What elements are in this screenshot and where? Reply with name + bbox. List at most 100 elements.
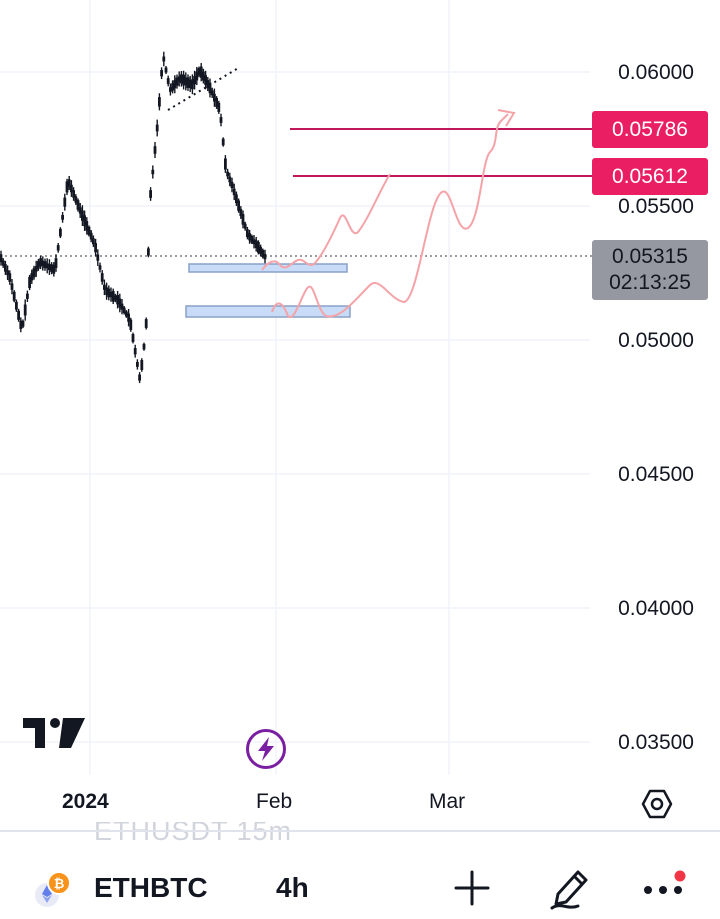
candle-body — [212, 93, 216, 102]
candle-body — [98, 265, 102, 270]
candle-body — [69, 184, 73, 193]
candle-body — [87, 226, 91, 236]
eth-btc-pair-icon[interactable]: ₿ — [32, 870, 72, 910]
candle-body — [133, 348, 137, 355]
candle-body — [131, 334, 135, 342]
candle-body — [173, 80, 177, 89]
price-axis-label: 0.04500 — [618, 463, 694, 486]
candle-body — [17, 310, 20, 320]
candle-body — [59, 228, 62, 237]
candle-body — [10, 283, 14, 290]
candle-body — [96, 254, 100, 261]
candle-body — [80, 210, 84, 221]
candle-body — [1, 260, 5, 266]
candle-body — [250, 235, 254, 243]
candle-body — [171, 83, 174, 91]
candle-body — [34, 266, 38, 272]
time-axis-label: 2024 — [62, 790, 109, 813]
candle-body — [102, 284, 106, 290]
candle-body — [6, 270, 10, 276]
candle-body — [32, 268, 36, 278]
candle-body — [168, 87, 172, 92]
candle-body — [14, 301, 18, 310]
candle-body — [239, 209, 243, 216]
candle-body — [248, 233, 251, 241]
candle-body — [12, 291, 16, 301]
plus-icon[interactable] — [452, 868, 492, 908]
candle-body — [182, 74, 185, 86]
candle-body — [245, 229, 249, 238]
candle-body — [56, 245, 60, 251]
candle-body — [94, 243, 98, 253]
candle-body — [215, 98, 218, 108]
level-tag[interactable]: 0.05612 — [592, 158, 708, 195]
candle-body — [120, 303, 124, 310]
candle-body — [160, 70, 163, 77]
level-tag[interactable]: 0.05786 — [592, 111, 708, 148]
pencil-icon[interactable] — [548, 864, 592, 910]
support-zone-lower — [185, 305, 351, 318]
candle-body — [76, 200, 80, 210]
svg-text:₿: ₿ — [54, 877, 65, 892]
candle-body — [149, 190, 152, 198]
candle-body — [26, 293, 29, 299]
current-price-tag: 0.05315 02:13:25 — [592, 240, 708, 300]
chart-area[interactable]: 0.06000 0.05500 0.05000 0.04500 0.04000 … — [0, 0, 720, 830]
candle-body — [8, 273, 12, 282]
candle-body — [107, 288, 111, 298]
candle-body — [0, 254, 3, 263]
ghost-watermark: ETHUSDT 15m — [94, 822, 293, 846]
candle-body — [257, 242, 260, 253]
symbol-selector[interactable]: ETHBTC — [94, 872, 208, 903]
candle-body — [140, 360, 144, 370]
candle-body — [259, 246, 262, 255]
candle-body — [195, 71, 199, 81]
candle-body — [208, 82, 212, 94]
candle-body — [199, 66, 203, 78]
candle-body — [261, 249, 265, 258]
lightning-icon[interactable] — [245, 728, 287, 770]
candle-body — [217, 102, 221, 112]
candle-body — [45, 263, 49, 269]
candle-body — [206, 80, 210, 88]
candle-body — [118, 298, 122, 308]
projection-path-upper — [261, 173, 391, 271]
candle-body — [263, 253, 267, 260]
price-axis-label: 0.04000 — [618, 597, 694, 620]
candle-body — [43, 261, 47, 269]
candle-body — [122, 307, 126, 314]
interval-selector[interactable]: 4h — [276, 872, 309, 903]
candle-body — [72, 190, 76, 198]
price-axis-label: 0.06000 — [618, 61, 694, 84]
candle-body — [197, 68, 201, 76]
candle-body — [190, 79, 194, 90]
candle-body — [48, 263, 51, 271]
candle-body — [210, 90, 214, 96]
candle-body — [65, 181, 69, 193]
price-axis-label: 0.05000 — [618, 329, 694, 352]
candle-body — [223, 158, 227, 170]
price-axis-label: 0.05500 — [618, 195, 694, 218]
dotted-trendline — [167, 66, 241, 111]
candle-body — [138, 374, 141, 381]
candle-body — [237, 200, 240, 211]
candle-body — [3, 264, 7, 272]
tradingview-logo-icon[interactable] — [23, 716, 85, 750]
candle-body — [124, 311, 128, 317]
price-axis-label: 0.03500 — [618, 731, 694, 754]
candle-body — [113, 295, 117, 301]
candle-body — [100, 273, 104, 282]
more-dots-icon[interactable] — [640, 866, 690, 906]
bar-countdown: 02:13:25 — [609, 271, 691, 294]
candle-body — [91, 238, 95, 245]
candle-body — [111, 290, 115, 302]
projection-path-lower — [271, 113, 509, 319]
candle-body — [28, 276, 31, 289]
candle-body — [153, 146, 157, 154]
grid — [0, 0, 590, 775]
price-chart[interactable] — [0, 0, 720, 830]
candle-body — [61, 215, 65, 220]
candle-body — [116, 295, 120, 305]
candle-body — [21, 320, 25, 327]
settings-gear-icon[interactable] — [640, 787, 674, 821]
